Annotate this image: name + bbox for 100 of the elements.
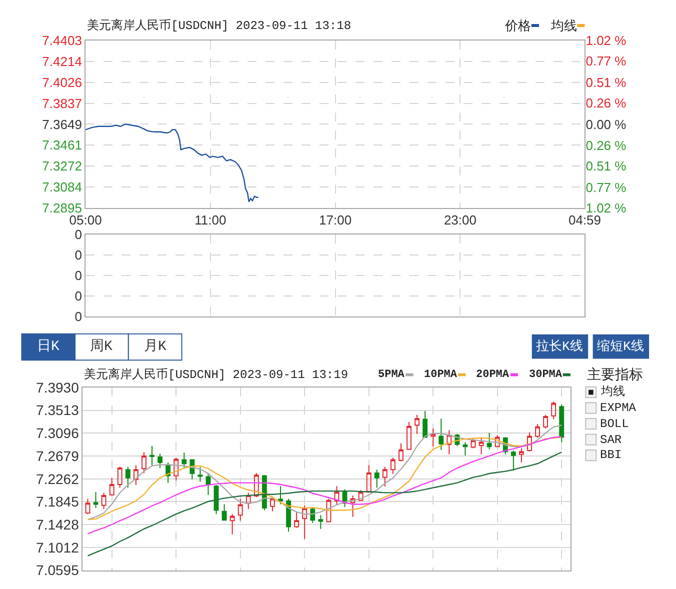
text: 主要指标 [587,366,643,382]
chart-title: 美元离岸人民币[USDCNH] 2023-09-11 13:18 [87,18,352,33]
candlestick [470,437,476,449]
candlestick [158,453,162,469]
x-tick-label: 17:00 [319,212,352,228]
x-tick-label: 11:00 [194,212,226,228]
candlestick [270,496,275,512]
y2-tick-label: 0.51 % [586,158,627,174]
category-label: BBI [600,448,622,462]
candlestick [406,421,412,450]
candlestick [326,498,332,523]
candlestick [133,464,138,486]
candlestick [238,498,243,522]
legend-label: 价格 [504,18,531,33]
candlestick [350,494,356,518]
candlestick [254,472,259,498]
candlestick [551,401,556,420]
candlestick [422,410,428,438]
candlestick [182,452,187,469]
category-label: SAR [600,433,622,447]
category-label: BOLL [600,417,629,431]
category-label: EXPMA [600,401,637,415]
category-label: 日K [37,339,60,355]
candlestick [510,450,516,472]
y-tick-label: 7.3461 [42,138,82,153]
y2-tick-label: 0.51 % [586,74,627,90]
y-tick-label: 7.3096 [36,425,80,442]
candlestick [310,506,316,524]
candlestick [85,498,90,515]
candlestick [390,457,396,475]
x-tick-label: 23:00 [444,212,476,228]
candlestick [198,466,203,482]
y-tick-label: 7.3084 [42,180,82,194]
y-tick-label: 7.4214 [42,54,82,70]
candlestick [559,404,564,443]
y2-tick-label: 0.77 % [586,54,627,69]
candlestick [527,432,532,452]
candlestick [230,514,235,535]
candlestick [366,464,372,493]
candlestick [462,442,468,456]
y-tick-label: 7.3272 [42,158,82,174]
y2-tick-label: 0.26 % [586,95,627,110]
candlestick [430,428,436,448]
candlestick [358,489,364,501]
y-tick-label: 7.1428 [36,516,80,533]
y-tick-label: 7.1012 [36,539,80,556]
y-tick-label: 7.3649 [42,116,82,132]
text: 缩短K线 [597,339,644,354]
candlestick [93,492,98,509]
y2-tick-label: 0.77 % [586,180,627,195]
candlestick [206,472,211,496]
candlestick [334,486,340,506]
legend-label: 均线 [550,18,577,33]
text: 拉长K线 [536,339,583,354]
y-tick-label: 0 [74,308,82,324]
candlestick [518,448,524,464]
candlestick [478,437,484,455]
candlestick [446,430,452,455]
candlestick [150,446,154,466]
y-tick-label: 0 [74,248,82,263]
candlestick [438,418,444,450]
category-label: 周K [90,339,113,355]
y-tick-label: 0 [74,288,82,304]
y-tick-label: 7.4403 [42,33,82,48]
x-tick-label: 05:00 [69,212,102,228]
y-tick-label: 7.4026 [42,74,82,90]
x-tick-label: 04:59 [568,212,602,228]
candlestick [318,514,324,530]
y2-tick-label: 0.00 % [586,116,627,132]
candlestick [141,452,146,474]
y-tick-label: 7.3513 [36,402,80,418]
line-series [86,124,259,202]
candlestick [543,414,548,430]
candlestick [117,466,122,488]
chart-title: 美元离岸人民币[USDCNH] 2023-09-11 13:19 [84,367,348,382]
candlestick [374,469,380,488]
y-tick-label: 7.2679 [36,448,80,464]
legend-label: 30PMA [529,369,562,381]
y-tick-label: 0 [74,227,82,242]
candlestick [222,504,227,522]
candlestick [174,457,179,482]
line-series [87,452,562,556]
candlestick [382,466,388,488]
candlestick [414,414,420,435]
y2-tick-label: 1.02 % [586,200,627,216]
category-label: 月K [144,339,167,355]
candlestick [535,424,540,438]
category-label: 均线 [600,385,625,399]
candlestick [101,492,106,510]
y-tick-label: 7.2895 [42,200,82,216]
candlestick [294,512,300,528]
candlestick [494,434,500,448]
legend-label: 20PMA [476,369,510,381]
candlestick [109,477,114,496]
legend-label: 5PMA [378,369,405,381]
y-tick-label: 0 [74,268,82,284]
y-tick-label: 7.3837 [42,96,82,111]
candlestick [125,466,130,488]
y-tick-label: 7.0595 [36,562,80,578]
candlestick [486,432,492,450]
